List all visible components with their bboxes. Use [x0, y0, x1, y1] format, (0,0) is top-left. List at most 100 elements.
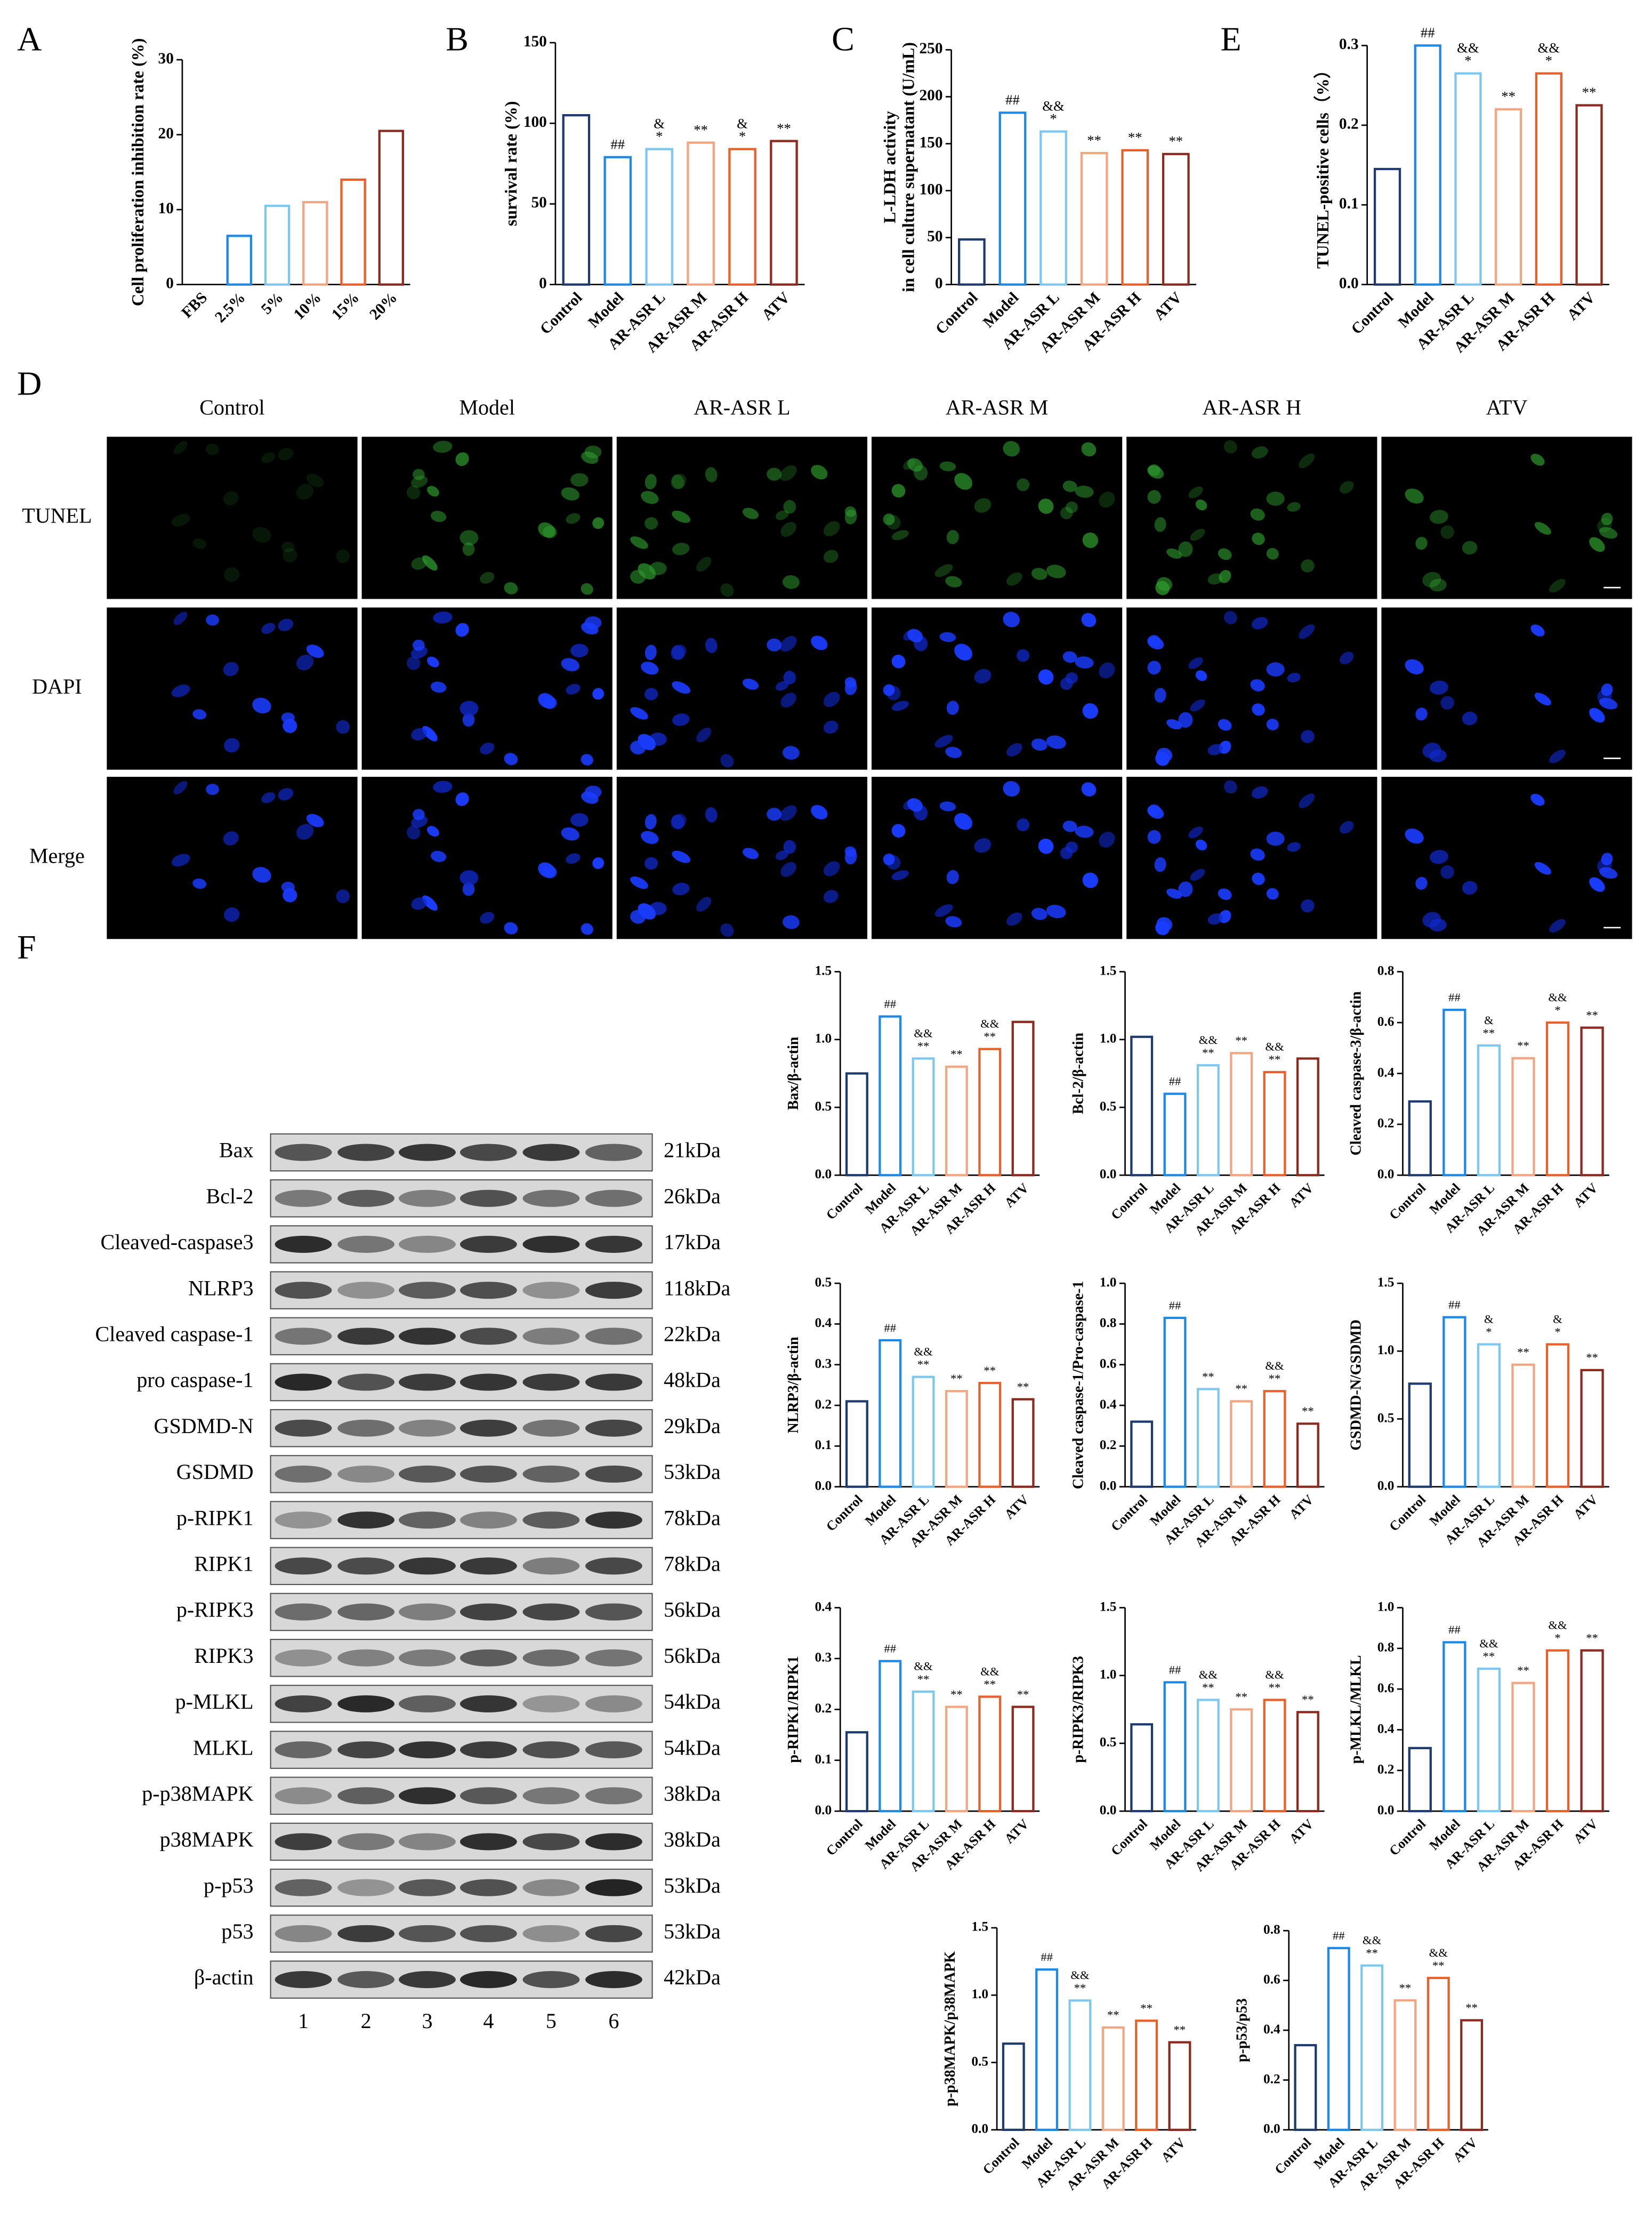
significance-mark: ## [884, 1642, 896, 1655]
nucleus [1599, 527, 1618, 539]
y-tick-label: 1.5 [815, 963, 832, 978]
nucleus [455, 452, 469, 466]
y-tick-label: 1.0 [1100, 1275, 1117, 1290]
nucleus [1422, 572, 1441, 588]
nucleus [281, 542, 295, 552]
nucleus [1046, 905, 1066, 919]
nucleus [406, 486, 421, 500]
y-tick-label: 1.0 [971, 1986, 988, 2001]
size-label: 42kDa [664, 1965, 721, 1989]
protein-label: Cleaved-caspase3 [101, 1230, 254, 1254]
nucleus [1178, 881, 1193, 897]
panel-letter: B [446, 20, 469, 58]
nucleus [1252, 446, 1268, 459]
nucleus [630, 707, 648, 720]
nucleus [1166, 548, 1182, 559]
blot-band [522, 1557, 580, 1575]
nucleus [934, 735, 953, 748]
significance-mark: ## [884, 1321, 896, 1334]
nucleus [462, 713, 475, 727]
y-axis-label: p-p38MAPK/p38MAPK [942, 1951, 958, 2106]
blot-band [399, 1603, 456, 1621]
nucleus [224, 907, 240, 922]
blot-band [460, 1695, 517, 1712]
nucleus [1549, 919, 1566, 933]
y-tick-label: 1.0 [1100, 1031, 1117, 1046]
nucleus [261, 792, 276, 803]
blot-band [460, 1465, 517, 1483]
nucleus [1046, 565, 1066, 578]
nucleus [427, 826, 439, 837]
significance-mark: * [1050, 110, 1057, 126]
nucleus [252, 697, 271, 714]
bar [1327, 1947, 1350, 2132]
nucleus [1166, 888, 1182, 899]
x-tick-label: 5% [258, 289, 287, 318]
blot-band [460, 1511, 517, 1529]
nucleus [945, 916, 962, 928]
y-axis-label: p-RIPK1/RIPK1 [785, 1656, 802, 1763]
blot-band [275, 1189, 332, 1207]
significance-mark: ** [950, 1048, 963, 1061]
y-tick-label: 0.5 [971, 2054, 988, 2069]
blot-band [585, 1833, 642, 1851]
nucleus [336, 720, 350, 734]
nucleus [696, 897, 712, 912]
significance-mark: ** [1017, 1380, 1029, 1393]
nucleus [1287, 502, 1301, 512]
bar [912, 1376, 935, 1488]
significance-mark: ** [1269, 1680, 1281, 1694]
nucleus [1099, 662, 1115, 679]
blot-band [460, 1282, 517, 1299]
nucleus [1082, 703, 1098, 719]
nucleus [1060, 506, 1073, 519]
nucleus [638, 563, 656, 580]
significance-mark: && [1070, 1968, 1090, 1982]
bar [879, 1339, 902, 1488]
nucleus [780, 465, 797, 481]
nucleus [296, 654, 314, 671]
x-tick-label: 10% [291, 289, 325, 323]
bar [1427, 1976, 1450, 2132]
nucleus [296, 824, 314, 840]
bar [770, 140, 798, 286]
nucleus [907, 458, 923, 472]
blot-band [399, 1879, 456, 1896]
y-tick-label: 0.8 [1100, 1315, 1117, 1330]
nucleus [1081, 442, 1097, 457]
nucleus [783, 746, 800, 760]
nucleus [1156, 747, 1173, 762]
blot-band [522, 1328, 580, 1345]
blot-band [585, 1603, 642, 1621]
nucleus [783, 840, 796, 854]
x-tick-label: ATV [1571, 1492, 1601, 1522]
significance-mark: && [1548, 991, 1567, 1004]
panel-letter: E [1221, 20, 1242, 58]
y-tick-label: 1.5 [971, 1919, 988, 1934]
nucleus [974, 498, 992, 513]
nucleus [1430, 510, 1448, 524]
nucleus [1530, 454, 1545, 466]
blot-band [460, 1144, 517, 1161]
y-tick-label: 0.0 [1377, 1478, 1395, 1493]
bar [1580, 1369, 1604, 1488]
bar [1230, 1708, 1253, 1813]
x-tick-label: Control [823, 1816, 865, 1859]
nucleus [1062, 480, 1077, 492]
nucleus [581, 452, 599, 464]
nucleus [1190, 528, 1205, 541]
y-axis-label: p-RIPK3/RIPK3 [1070, 1656, 1086, 1763]
blot-band [275, 1695, 332, 1712]
bar [978, 1695, 1002, 1813]
nucleus [411, 728, 427, 741]
size-label: 53kDa [664, 1919, 721, 1943]
protein-label: Bcl-2 [206, 1184, 254, 1208]
y-tick-label: 0 [935, 275, 943, 292]
nucleus [592, 688, 605, 700]
significance-mark: ** [984, 1364, 996, 1377]
blot-band [337, 1833, 395, 1851]
nucleus [1046, 735, 1066, 749]
x-tick-label: 15% [328, 289, 362, 323]
blot-band [337, 1649, 395, 1667]
bar [1011, 1398, 1035, 1488]
